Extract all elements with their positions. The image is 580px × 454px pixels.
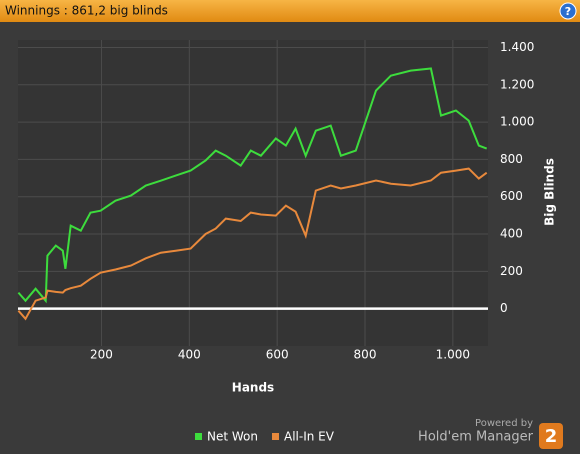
x-tick-label: 1.000: [436, 348, 470, 362]
y-tick-label: 0: [500, 301, 508, 315]
brand-version: 2: [545, 426, 558, 447]
x-tick-label: 800: [354, 348, 377, 362]
y-tick-label: 200: [500, 264, 523, 278]
plot-area: [18, 40, 488, 346]
series-line: [17, 67, 488, 304]
y-tick-label: 1.200: [500, 77, 534, 91]
y-tick-label: 1.000: [500, 115, 534, 129]
x-axis-title: Hands: [232, 381, 274, 395]
x-tick-label: 600: [266, 348, 289, 362]
legend-swatch: [272, 433, 279, 440]
y-tick-label: 600: [500, 189, 523, 203]
series-line: [17, 167, 488, 321]
y-axis-title: Big Blinds: [543, 158, 557, 226]
help-icon[interactable]: [559, 2, 577, 20]
legend-swatch: [195, 433, 202, 440]
powered-by: Powered by: [475, 418, 533, 429]
y-tick-label: 800: [500, 152, 523, 166]
legend-label: Net Won: [207, 430, 258, 444]
header-bar: [0, 0, 580, 22]
legend-label: All-In EV: [284, 430, 335, 444]
help-text[interactable]: ?: [565, 5, 571, 18]
brand: Hold'em Manager: [418, 430, 534, 445]
y-tick-label: 400: [500, 227, 523, 241]
chart-title: Winnings : 861,2 big blinds: [5, 4, 168, 18]
y-tick-label: 1.400: [500, 40, 534, 54]
x-tick-label: 400: [178, 348, 201, 362]
brand-logo: [539, 423, 563, 449]
x-tick-label: 200: [90, 348, 113, 362]
